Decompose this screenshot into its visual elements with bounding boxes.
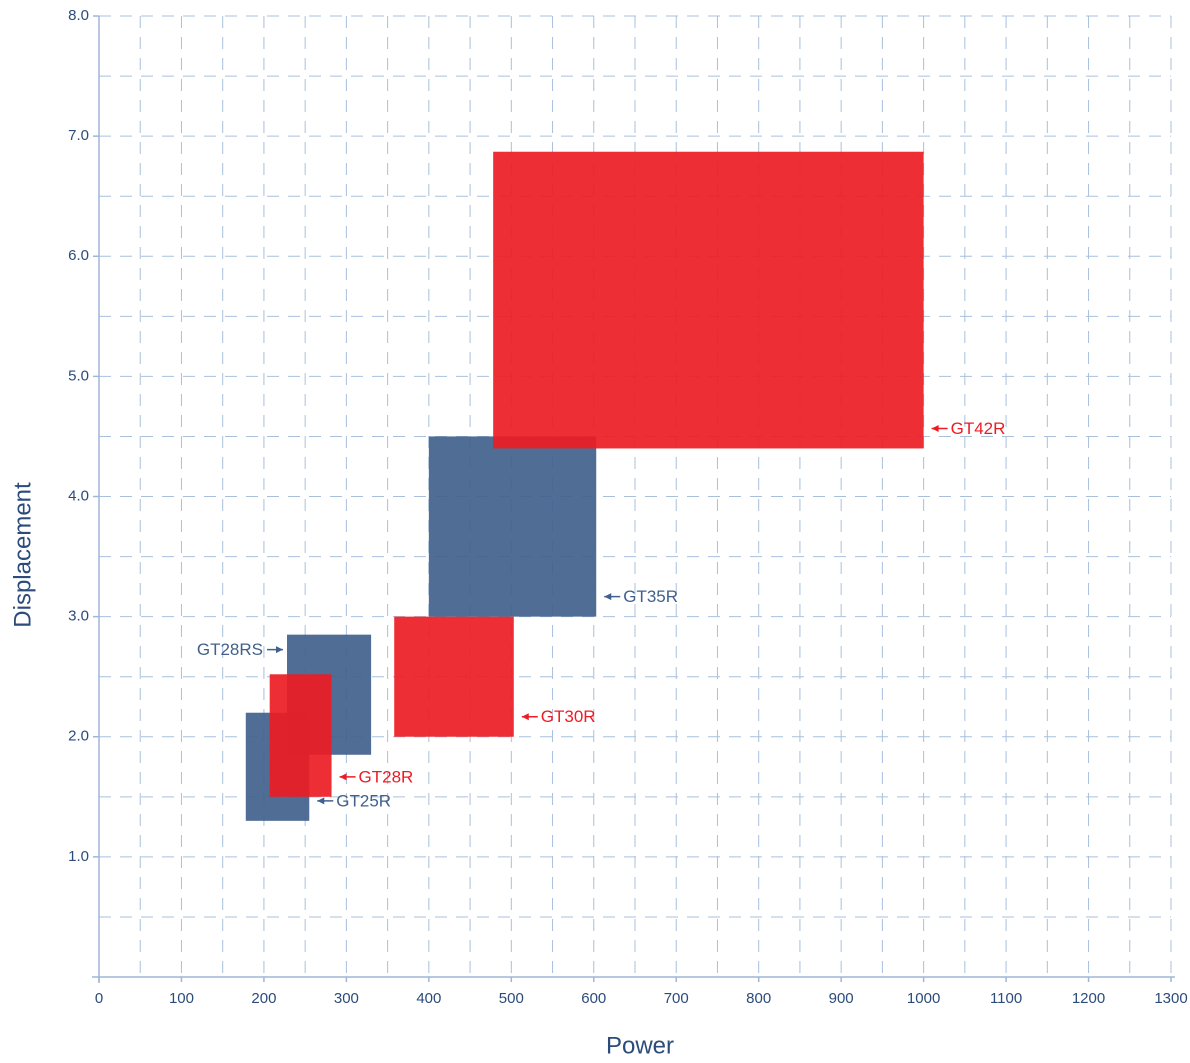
x-tick-label: 400 xyxy=(416,990,441,1007)
series-label: GT42R xyxy=(951,419,1006,438)
x-tick-label: 500 xyxy=(499,990,524,1007)
series-label-group: GT35R xyxy=(604,587,678,606)
x-tick-label: 600 xyxy=(581,990,606,1007)
range-box xyxy=(269,674,332,797)
range-box xyxy=(394,616,514,737)
series-label-group: GT28RS xyxy=(197,640,284,659)
series-label: GT35R xyxy=(623,587,678,606)
y-tick-label: 5.0 xyxy=(68,367,89,384)
series-label: GT28RS xyxy=(197,640,263,659)
label-arrowhead xyxy=(604,593,612,601)
label-arrowhead xyxy=(276,646,284,654)
label-arrowhead xyxy=(317,797,325,805)
y-tick-label: 2.0 xyxy=(68,728,89,745)
series-label-group: GT25R xyxy=(317,791,391,810)
x-tick-label: 1000 xyxy=(907,990,940,1007)
x-tick-label: 700 xyxy=(664,990,689,1007)
y-tick-label: 6.0 xyxy=(68,247,89,264)
y-tick-label: 7.0 xyxy=(68,127,89,144)
x-tick-label: 900 xyxy=(829,990,854,1007)
x-tick-label: 200 xyxy=(251,990,276,1007)
range-box xyxy=(493,151,924,449)
x-tick-label: 1100 xyxy=(990,990,1022,1007)
y-tick-label: 1.0 xyxy=(68,848,89,865)
x-axis-title: Power xyxy=(606,1032,674,1059)
y-axis-title: Displacement xyxy=(9,482,36,628)
series-label-group: GT28R xyxy=(339,767,414,786)
x-tick-label: 1200 xyxy=(1072,990,1105,1007)
range-box xyxy=(428,436,597,617)
x-tick-label: 0 xyxy=(95,990,103,1007)
x-tick-label: 300 xyxy=(334,990,359,1007)
y-tick-label: 3.0 xyxy=(68,608,89,625)
label-arrowhead xyxy=(521,713,529,721)
x-tick-label: 800 xyxy=(746,990,771,1007)
y-tick-label: 4.0 xyxy=(68,487,89,504)
y-tick-label: 8.0 xyxy=(68,7,89,24)
series-label: GT30R xyxy=(541,707,596,726)
x-tick-label: 1300 xyxy=(1154,990,1187,1007)
x-tick-label: 100 xyxy=(169,990,194,1007)
series-label: GT28R xyxy=(359,767,414,786)
series-label-group: GT42R xyxy=(931,419,1006,438)
label-arrowhead xyxy=(931,424,939,432)
series-label: GT25R xyxy=(336,791,391,810)
label-arrowhead xyxy=(339,773,347,781)
series-label-group: GT30R xyxy=(521,707,596,726)
